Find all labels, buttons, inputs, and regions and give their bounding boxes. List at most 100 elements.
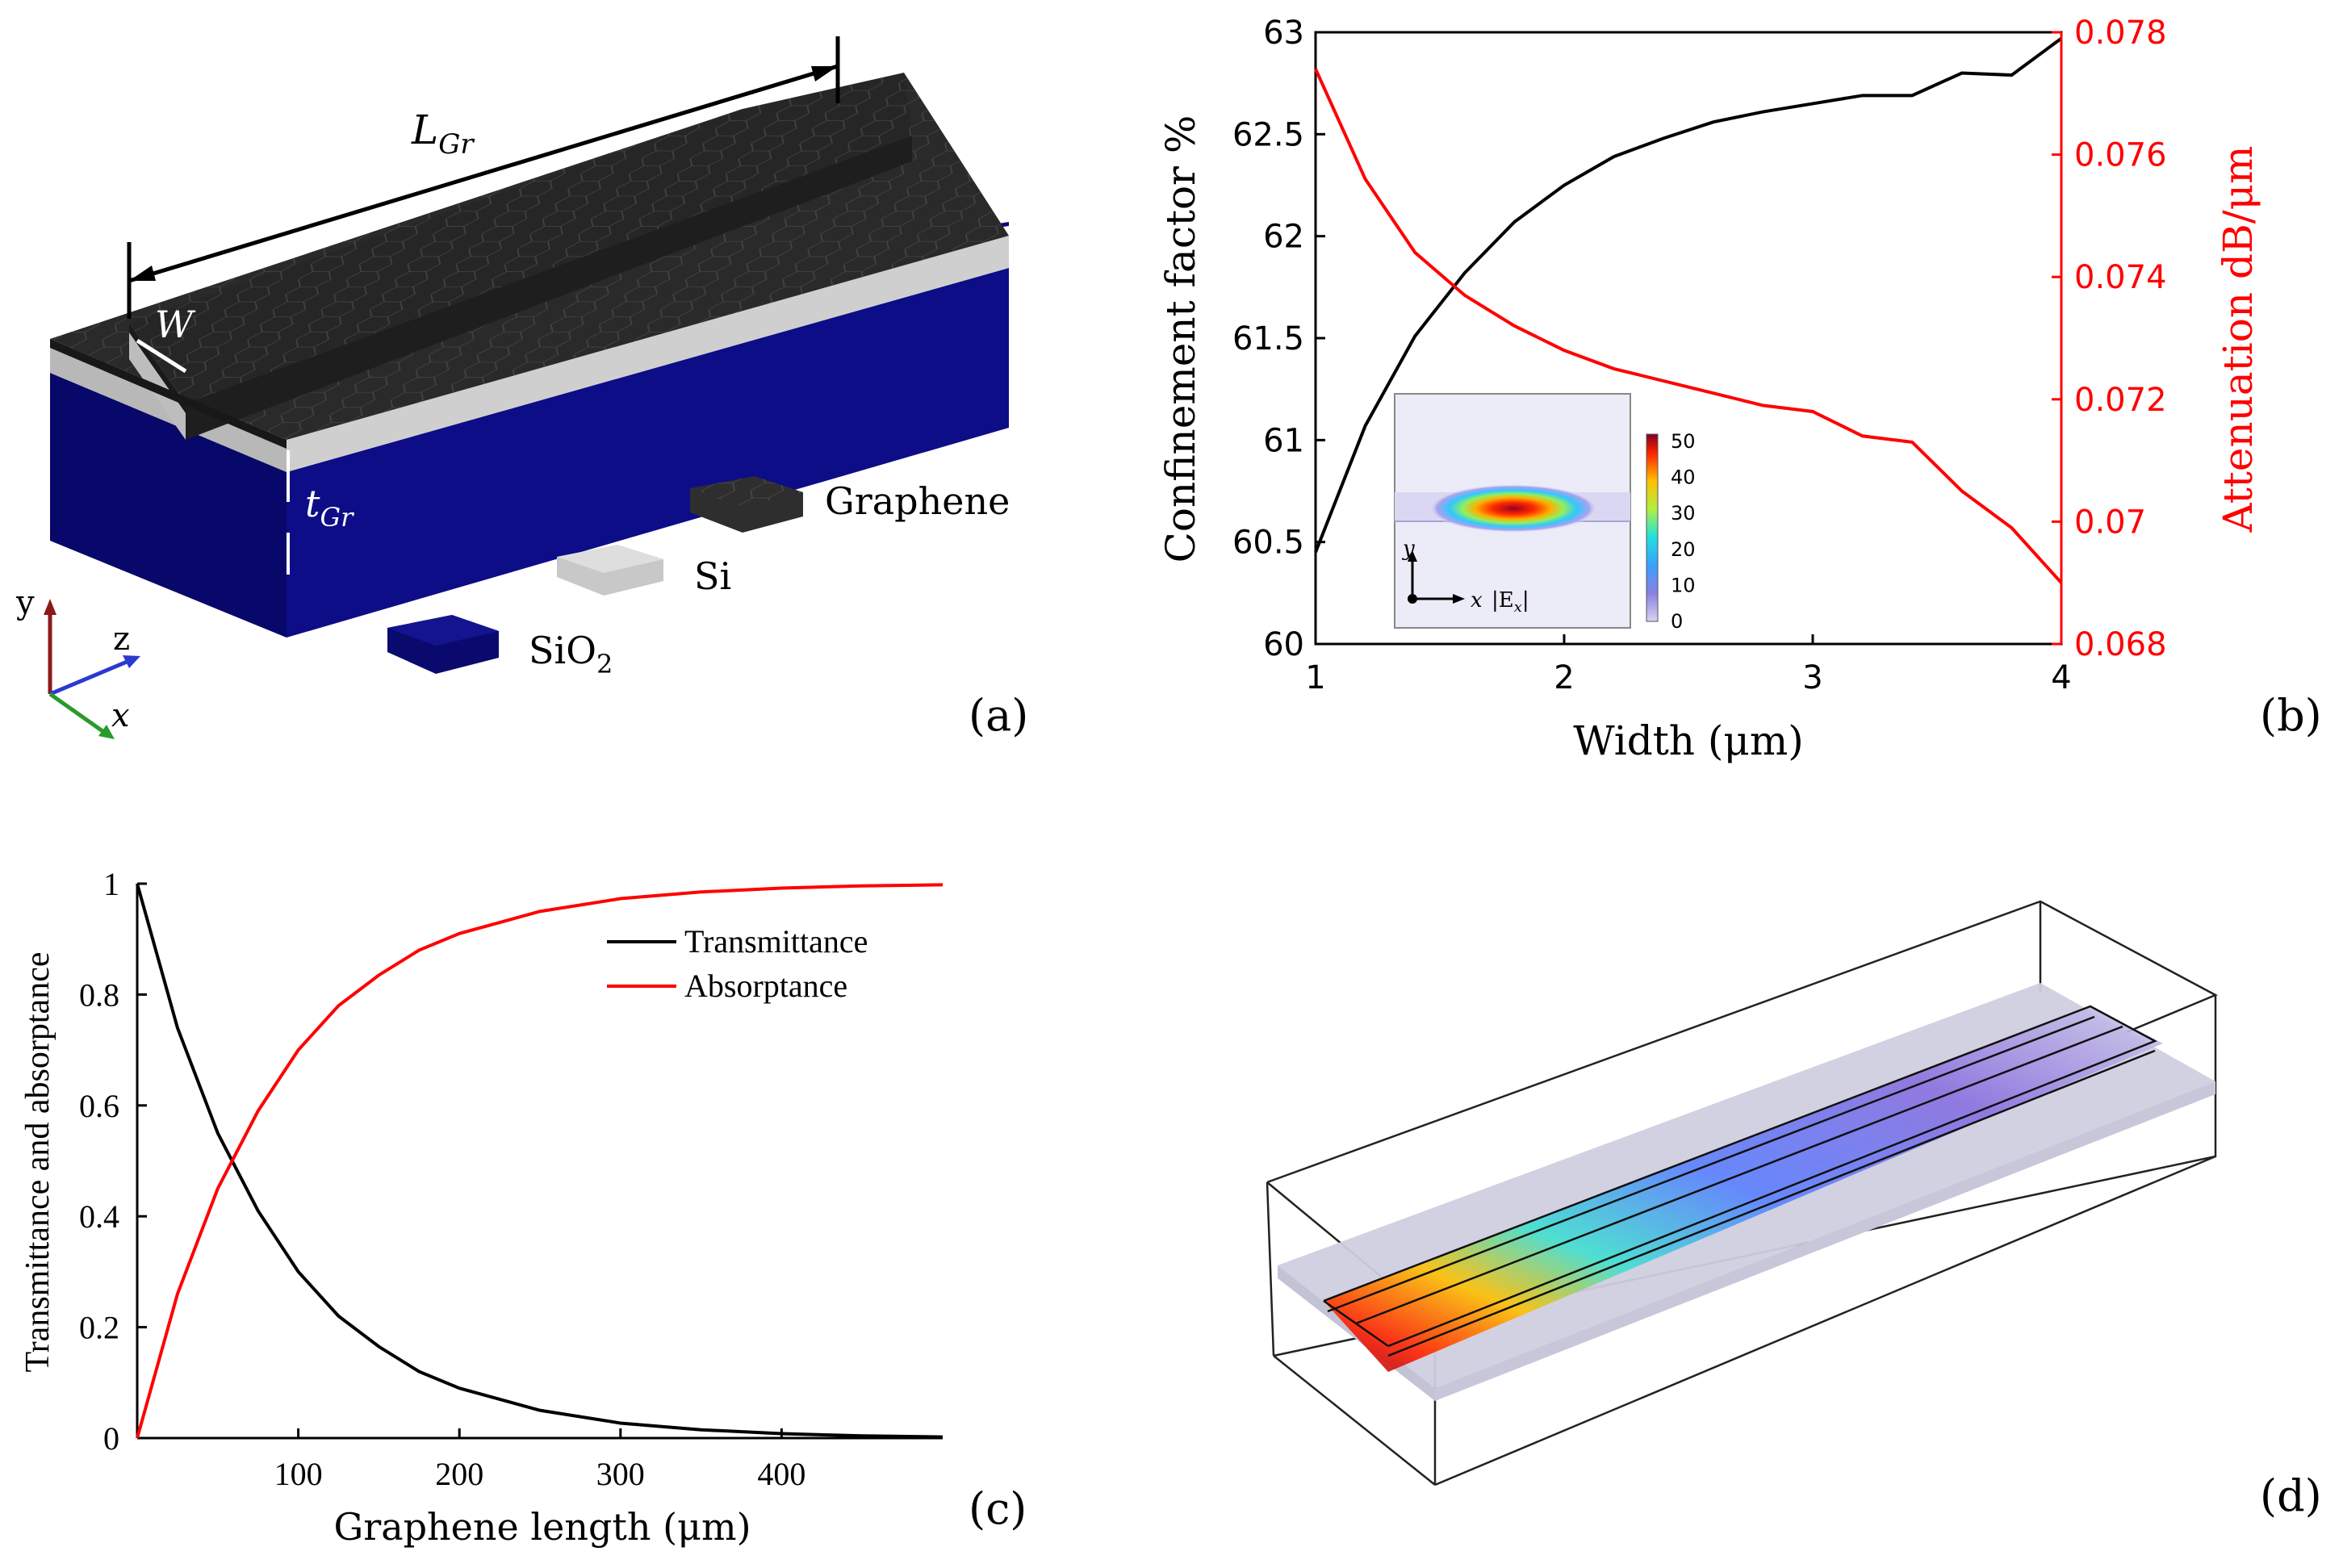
- chart-c-y-tick-label: 1: [103, 866, 119, 902]
- series-confinement-line: [1314, 36, 2063, 554]
- chart-c-x-tick-label: 400: [757, 1456, 805, 1492]
- chart-c-ylabel: Transmittance and absorptance: [19, 952, 56, 1373]
- inset-colorbar: [1646, 433, 1659, 622]
- inset-colorbar-tick-label: 40: [1671, 466, 1696, 489]
- axis-z-arrowhead: [123, 655, 140, 668]
- chart-b-right-tick-label: 0.078: [2074, 15, 2167, 52]
- legend-graphene-label: Graphene: [825, 479, 1010, 523]
- slab-front-face: [1435, 1081, 2215, 1401]
- chart-c-x-ticks: 100 200 300 400: [274, 1428, 805, 1492]
- axis-x-arrow: [48, 692, 107, 735]
- axis-x-label: x: [111, 697, 130, 734]
- panel-d-label: (d): [2260, 1470, 2322, 1521]
- rib-edge-3: [1327, 1015, 2095, 1313]
- rib-outline: [1323, 1005, 2157, 1357]
- panel-b-chart: 60 60.5 61 61.5 62 62.5 63 0.068 0.07 0.072 0.074…: [1157, 15, 2322, 764]
- chart-b-left-tick-label: 62.5: [1232, 116, 1304, 153]
- chart-b-right-tick-label: 0.07: [2074, 504, 2146, 541]
- rib-edge-4: [1387, 1049, 2156, 1357]
- si-swatch-top: [557, 545, 663, 573]
- inset-colorbar-tick-label: 50: [1671, 430, 1696, 453]
- box-edge-1: [1266, 1181, 1275, 1357]
- axis-y-arrowhead: [44, 599, 56, 615]
- tgr-label: tGr: [305, 482, 354, 533]
- legend-absorptance-label: Absorptance: [684, 968, 847, 1004]
- chart-b-x-tick-label: 1: [1305, 659, 1325, 696]
- legend-si-label: Si: [694, 554, 731, 598]
- inset-colorbar-ticks: 0 10 20 30 40 50: [1671, 430, 1696, 633]
- rib-edge-1: [1323, 1005, 2157, 1348]
- chart-b-xlabel: Width (μm): [1573, 717, 1804, 764]
- inset-colorbar-tick-label: 20: [1671, 538, 1696, 561]
- axis-z-label: z: [113, 621, 130, 658]
- series-absorptance-line: [136, 883, 943, 1439]
- slab-front-top: [50, 339, 287, 449]
- legend-graphene: Graphene: [690, 476, 1010, 533]
- chart-c-y-tick-label: 0: [103, 1420, 119, 1457]
- chart-b-x-ticks: 1 2 3 4: [1305, 634, 2072, 696]
- legend-sio2-label: SiO2: [529, 629, 613, 679]
- inset-origin-dot: [1408, 594, 1417, 604]
- rib-center-line: [1355, 1025, 2123, 1325]
- inset-colorbar-tick-label: 0: [1671, 610, 1683, 633]
- inset-axis-y-arrowhead: [1408, 550, 1417, 562]
- axis-x-arrowhead: [98, 725, 115, 739]
- graphene-swatch-hex: [690, 476, 803, 507]
- inset-field-label: |Ex|: [1492, 588, 1529, 616]
- field-intensity-map: [1324, 1006, 2163, 1372]
- chart-b-right-tick-label: 0.068: [2074, 626, 2167, 663]
- chart-c-y-tick-label: 0.6: [79, 1088, 119, 1124]
- sio2-swatch-top: [387, 615, 499, 646]
- box-edge-2: [1273, 1355, 1436, 1486]
- panel-a-waveguide-schematic: LGr W tGr Graphene Si SiO2 y z: [15, 36, 1028, 741]
- chart-b-left-tick-label: 61.5: [1232, 320, 1304, 358]
- chart-b-left-tick-label: 63: [1263, 15, 1304, 52]
- legend-si: Si: [557, 545, 731, 598]
- w-dimension-line: [136, 338, 187, 374]
- chart-c-legend: Transmittance Absorptance: [607, 923, 868, 1004]
- chart-b-left-ticks: 60 60.5 61 61.5 62 62.5 63: [1232, 15, 1325, 663]
- axis-z-arrow: [49, 658, 132, 696]
- box-edge-3: [1434, 1155, 2216, 1486]
- chart-b-right-ticks: 0.068 0.07 0.072 0.074 0.076 0.078: [2052, 15, 2167, 663]
- sio2-front: [50, 373, 287, 638]
- chart-b-right-tick-label: 0.074: [2074, 259, 2167, 296]
- chart-b-x-tick-label: 4: [2051, 659, 2071, 696]
- chart-b-x-tick-label: 2: [1554, 659, 1574, 696]
- rib-top-hex: [129, 73, 912, 403]
- lgr-dimension-line: [128, 64, 839, 283]
- chart-b-right-tick-label: 0.076: [2074, 137, 2167, 174]
- chart-b-ylabel-left: Confinement factor %: [1157, 115, 1204, 563]
- chart-b-ylabel-right: Attenuation dB/μm: [2215, 145, 2261, 533]
- chart-b-left-tick-label: 60: [1263, 626, 1304, 663]
- chart-c-x-tick-label: 300: [596, 1456, 645, 1492]
- legend-sio2: SiO2: [387, 615, 613, 679]
- chart-b-right-tick-label: 0.072: [2074, 382, 2167, 419]
- sio2-side: [287, 268, 1009, 638]
- inset-colorbar-tick-label: 10: [1671, 574, 1696, 596]
- chart-c-y-tick-label: 0.2: [79, 1310, 119, 1346]
- si-side: [287, 236, 1009, 472]
- inset-mode-profile: y x |Ex| 0 10 20 30 40 50: [1394, 393, 1696, 633]
- chart-b-left-tick-label: 61: [1263, 422, 1304, 459]
- legend-transmittance-label: Transmittance: [684, 923, 868, 960]
- inset-colorbar-tick-label: 30: [1671, 502, 1696, 525]
- axis-y-label: y: [15, 584, 35, 621]
- chart-b-left-tick-label: 62: [1263, 219, 1304, 256]
- chart-c-y-tick-label: 0.4: [79, 1198, 119, 1235]
- chart-b-left-tick-label: 60.5: [1232, 525, 1304, 562]
- panel-c-label: (c): [969, 1483, 1027, 1534]
- series-transmittance-line: [136, 883, 943, 1439]
- series-attenuation-line: [1314, 68, 2063, 584]
- inset-mode-spot: [1429, 484, 1598, 533]
- inset-x-label: x: [1471, 588, 1483, 613]
- chart-c-x-tick-label: 200: [435, 1456, 483, 1492]
- inset-y-label: y: [1402, 537, 1415, 561]
- chart-b-x-tick-label: 3: [1802, 659, 1822, 696]
- panel-d-3d-field: (d): [1266, 900, 2322, 1521]
- inset-axis-x-arrowhead: [1453, 594, 1465, 604]
- panel-c-chart: 0 0.2 0.4 0.6 0.8 1 100 200 300 400 Transmittanc…: [19, 866, 1027, 1549]
- lgr-arrow-left: [129, 266, 156, 281]
- rib-side: [186, 136, 912, 440]
